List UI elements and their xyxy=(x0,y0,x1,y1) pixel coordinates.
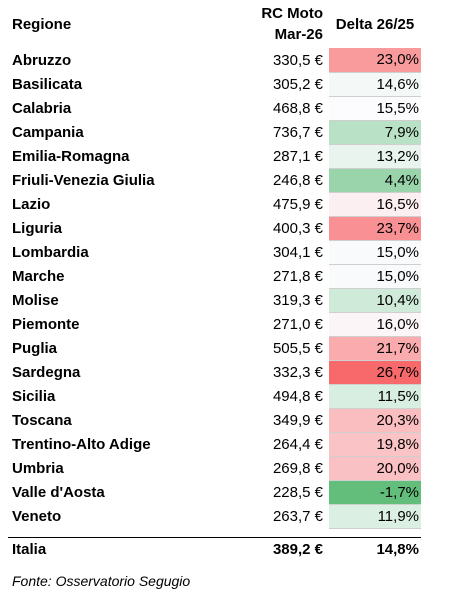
region-name: Molise xyxy=(12,291,59,309)
delta-value: 15,0% xyxy=(329,264,421,289)
region-name: Liguria xyxy=(12,219,63,237)
region-name: Lazio xyxy=(12,195,51,213)
rc-moto-value: 475,9 € xyxy=(272,195,323,213)
delta-value: -1,7% xyxy=(329,480,421,505)
rc-moto-value: 304,1 € xyxy=(272,243,323,261)
total-region: Italia xyxy=(12,541,47,558)
region-name: Toscana xyxy=(12,411,72,429)
rc-moto-value: 468,8 € xyxy=(272,99,323,117)
table-body: Abruzzo 330,5 € 23,0% Basilicata 305,2 € 14,6… xyxy=(8,48,421,529)
table-row: Calabria 468,8 € 15,5% xyxy=(8,96,421,121)
delta-value: 11,5% xyxy=(329,384,421,409)
table-row: Umbria 269,8 € 20,0% xyxy=(8,456,421,481)
delta-value: 16,5% xyxy=(329,192,421,217)
region-name: Calabria xyxy=(12,99,72,117)
table-row: Trentino-Alto Adige 264,4 € 19,8% xyxy=(8,432,421,457)
rc-moto-value: 400,3 € xyxy=(272,219,323,237)
region-name: Friuli-Venezia Giulia xyxy=(12,171,155,189)
region-name: Lombardia xyxy=(12,243,89,261)
table-row: Toscana 349,9 € 20,3% xyxy=(8,408,421,433)
table-row: Sicilia 494,8 € 11,5% xyxy=(8,384,421,409)
table-row: Liguria 400,3 € 23,7% xyxy=(8,216,421,241)
rc-moto-value: 349,9 € xyxy=(272,411,323,429)
source-note: Fonte: Osservatorio Segugio xyxy=(12,572,191,589)
total-value: 389,2 € xyxy=(272,541,323,558)
rc-moto-value: 263,7 € xyxy=(272,507,323,525)
delta-value: 11,9% xyxy=(329,504,421,529)
table-row: Molise 319,3 € 10,4% xyxy=(8,288,421,313)
table-row: Marche 271,8 € 15,0% xyxy=(8,264,421,289)
table-row: Lombardia 304,1 € 15,0% xyxy=(8,240,421,265)
delta-value: 15,5% xyxy=(329,96,421,121)
rc-moto-value: 319,3 € xyxy=(272,291,323,309)
table-header-row: Regione RC Moto Mar-26 Delta 26/25 xyxy=(8,0,421,48)
rc-moto-value: 271,8 € xyxy=(272,267,323,285)
region-name: Campania xyxy=(12,123,84,141)
rc-moto-value: 269,8 € xyxy=(272,459,323,477)
delta-value: 4,4% xyxy=(329,168,421,193)
rc-moto-value: 264,4 € xyxy=(272,435,323,453)
table-row: Sardegna 332,3 € 26,7% xyxy=(8,360,421,385)
rc-moto-table: Regione RC Moto Mar-26 Delta 26/25 Abruz… xyxy=(8,0,421,593)
table-row: Emilia-Romagna 287,1 € 13,2% xyxy=(8,144,421,169)
region-name: Trentino-Alto Adige xyxy=(12,435,151,453)
rc-moto-value: 287,1 € xyxy=(272,147,323,165)
rc-moto-value: 505,5 € xyxy=(272,339,323,357)
delta-value: 14,6% xyxy=(329,72,421,97)
table-row: Abruzzo 330,5 € 23,0% xyxy=(8,48,421,73)
table-row: Valle d'Aosta 228,5 € -1,7% xyxy=(8,480,421,505)
total-row: Italia 389,2 € 14,8% xyxy=(8,537,421,562)
table-row: Friuli-Venezia Giulia 246,8 € 4,4% xyxy=(8,168,421,193)
table-row: Puglia 505,5 € 21,7% xyxy=(8,336,421,361)
delta-value: 16,0% xyxy=(329,312,421,337)
delta-value: 23,0% xyxy=(329,48,421,73)
rc-moto-value: 246,8 € xyxy=(272,171,323,189)
delta-value: 19,8% xyxy=(329,432,421,457)
region-name: Basilicata xyxy=(12,75,83,93)
rc-moto-value: 494,8 € xyxy=(272,387,323,405)
total-delta: 14,8% xyxy=(376,541,419,558)
region-name: Abruzzo xyxy=(12,51,72,69)
rc-moto-value: 228,5 € xyxy=(272,483,323,501)
region-name: Marche xyxy=(12,267,65,285)
rc-moto-value: 305,2 € xyxy=(272,75,323,93)
rc-moto-value: 332,3 € xyxy=(272,363,323,381)
region-name: Valle d'Aosta xyxy=(12,483,105,501)
table-row: Lazio 475,9 € 16,5% xyxy=(8,192,421,217)
delta-value: 7,9% xyxy=(329,120,421,145)
delta-value: 20,0% xyxy=(329,456,421,481)
header-delta: Delta 26/25 xyxy=(335,15,415,33)
region-name: Veneto xyxy=(12,507,62,525)
delta-value: 23,7% xyxy=(329,216,421,241)
delta-value: 20,3% xyxy=(329,408,421,433)
source-row: Fonte: Osservatorio Segugio xyxy=(8,562,421,593)
region-name: Piemonte xyxy=(12,315,80,333)
table-row: Campania 736,7 € 7,9% xyxy=(8,120,421,145)
region-name: Umbria xyxy=(12,459,64,477)
region-name: Puglia xyxy=(12,339,58,357)
delta-value: 10,4% xyxy=(329,288,421,313)
total-divider xyxy=(8,528,421,538)
rc-moto-value: 271,0 € xyxy=(272,315,323,333)
delta-value: 21,7% xyxy=(329,336,421,361)
delta-value: 13,2% xyxy=(329,144,421,169)
header-region: Regione xyxy=(12,15,72,33)
table-row: Basilicata 305,2 € 14,6% xyxy=(8,72,421,97)
rc-moto-value: 330,5 € xyxy=(272,51,323,69)
table-row: Veneto 263,7 € 11,9% xyxy=(8,504,421,529)
delta-value: 15,0% xyxy=(329,240,421,265)
table-row: Piemonte 271,0 € 16,0% xyxy=(8,312,421,337)
delta-value: 26,7% xyxy=(329,360,421,385)
rc-moto-value: 736,7 € xyxy=(272,123,323,141)
region-name: Sicilia xyxy=(12,387,56,405)
region-name: Emilia-Romagna xyxy=(12,147,130,165)
region-name: Sardegna xyxy=(12,363,81,381)
header-rc-moto: RC Moto Mar-26 xyxy=(261,5,323,43)
